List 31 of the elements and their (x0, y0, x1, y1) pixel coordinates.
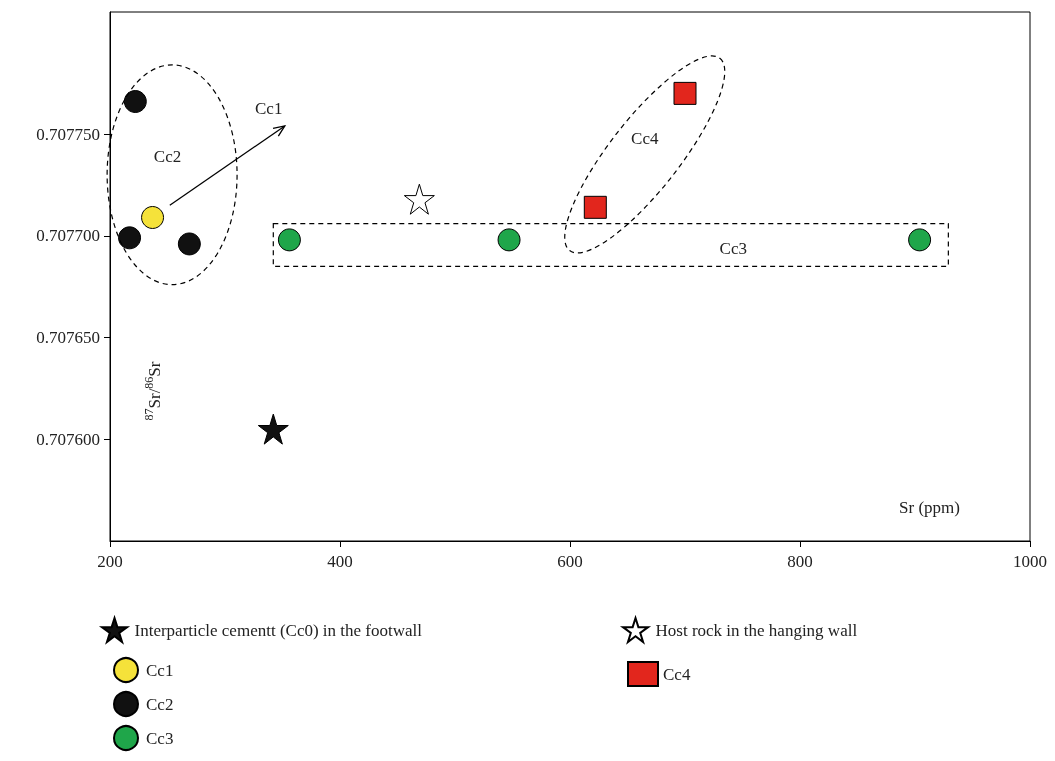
x-tick-label: 200 (97, 552, 123, 571)
point (403, 183, 435, 215)
x-tick-label: 1000 (1013, 552, 1047, 571)
y-tick-label: 0.707750 (36, 124, 100, 144)
x-axis-title: Sr (ppm) (899, 498, 960, 517)
x-tick-label: 400 (327, 552, 353, 571)
x-tick-label: 800 (787, 552, 813, 571)
legend-label: Cc1 (146, 660, 174, 680)
point (257, 413, 289, 445)
point (118, 226, 142, 250)
point (141, 206, 165, 229)
annotation: Cc4 (631, 129, 659, 149)
y-tick-label: 0.707650 (36, 328, 100, 348)
legend-label: Interparticle cementt (Cc0) in the footwall (134, 620, 423, 640)
point (177, 232, 201, 256)
y-tick-label: 0.707600 (36, 429, 100, 449)
legend-label: Cc3 (146, 728, 174, 748)
annotation: Cc3 (719, 238, 747, 258)
point (908, 228, 932, 252)
legend-label: Cc2 (146, 694, 174, 714)
point (123, 90, 147, 114)
point (673, 81, 697, 105)
legend-label: Host rock in the hanging wall (655, 620, 858, 640)
point (277, 228, 301, 252)
annotation: Cc1 (255, 98, 283, 118)
point (497, 228, 521, 252)
x-tick-label: 600 (557, 552, 583, 571)
annotation: Cc2 (153, 147, 182, 167)
point (583, 195, 607, 219)
y-tick-label: 0.707700 (36, 226, 100, 246)
legend-label: Cc4 (663, 664, 691, 684)
